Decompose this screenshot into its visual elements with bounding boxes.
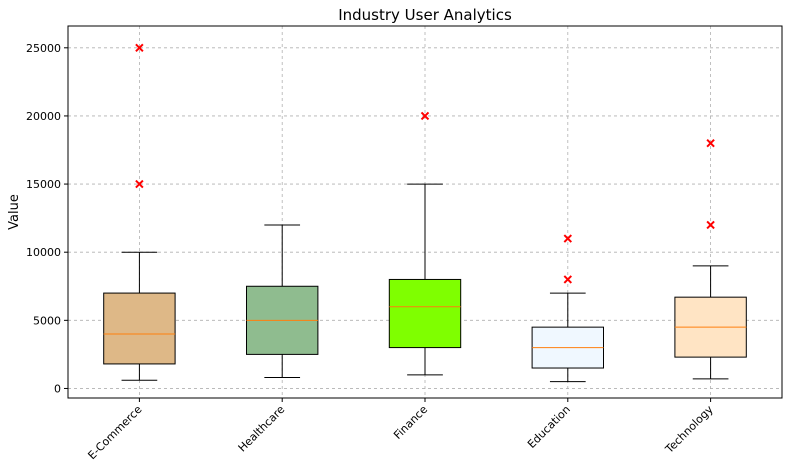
outlier-marker bbox=[706, 220, 715, 230]
y-tick-label: 10000 bbox=[26, 246, 61, 259]
x-tick-label: Healthcare bbox=[236, 403, 288, 455]
outlier-stroke bbox=[420, 111, 430, 121]
outlier-marker bbox=[135, 179, 144, 189]
outlier-stroke bbox=[706, 220, 715, 230]
outlier-marker bbox=[563, 275, 573, 284]
x-tick-label: Education bbox=[525, 403, 573, 451]
y-tick-label: 15000 bbox=[26, 178, 61, 191]
box-e-commerce bbox=[103, 43, 176, 381]
outlier-marker bbox=[420, 111, 430, 121]
outlier-stroke bbox=[135, 179, 144, 189]
boxes bbox=[103, 43, 747, 383]
plot-frame bbox=[67, 25, 783, 399]
box-body bbox=[388, 278, 462, 349]
box-technology bbox=[674, 138, 747, 380]
outlier-stroke bbox=[135, 43, 144, 53]
chart-title: Industry User Analytics bbox=[338, 6, 512, 24]
y-tick-label: 20000 bbox=[26, 110, 61, 123]
y-tick-label: 25000 bbox=[26, 42, 61, 55]
outlier-marker bbox=[135, 43, 144, 53]
x-tick-label: E-Commerce bbox=[85, 403, 144, 462]
outlier-stroke bbox=[706, 138, 715, 148]
y-tick-label: 5000 bbox=[33, 314, 61, 327]
y-axis-label: Value bbox=[7, 194, 22, 230]
box-body bbox=[103, 292, 176, 365]
box-education bbox=[531, 234, 604, 383]
box-healthcare bbox=[246, 224, 319, 379]
x-tick-label: Technology bbox=[662, 403, 716, 457]
outlier-stroke bbox=[563, 275, 573, 284]
outlier-marker bbox=[563, 234, 573, 243]
outlier-stroke bbox=[563, 234, 573, 243]
box-finance bbox=[388, 111, 462, 376]
outlier-marker bbox=[706, 138, 715, 148]
y-tick-label: 0 bbox=[54, 382, 61, 395]
x-tick-label: Finance bbox=[391, 403, 430, 442]
